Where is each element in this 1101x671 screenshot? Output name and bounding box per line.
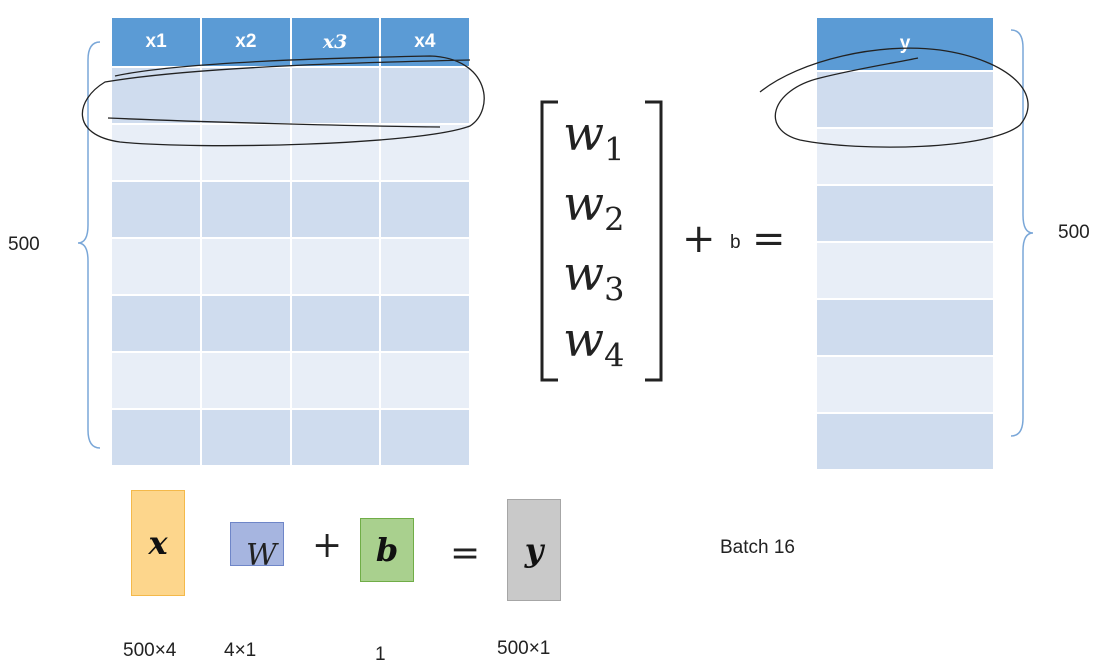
x-matrix-box: x	[131, 490, 185, 596]
table-row	[112, 351, 469, 409]
table-row	[112, 66, 469, 124]
weight-entry: w2	[563, 176, 625, 239]
y-matrix-box: y	[507, 499, 561, 601]
batch-label: Batch 16	[720, 537, 795, 558]
right-brace-icon	[1010, 29, 1034, 437]
x-col-header: x4	[379, 18, 469, 67]
row-highlight-circle	[81, 55, 485, 147]
table-row	[817, 412, 993, 469]
weight-entry: w1	[563, 106, 625, 169]
left-brace-icon	[77, 41, 101, 449]
x-col-header: x1	[112, 18, 203, 67]
table-row	[817, 127, 993, 185]
table-row	[112, 180, 469, 238]
table-row	[112, 123, 469, 181]
table-row	[112, 237, 469, 295]
table-row	[817, 355, 993, 413]
equals-sign: =	[450, 533, 481, 574]
table-row	[112, 408, 469, 465]
b-dim-label: 1	[375, 644, 386, 665]
matrix-left-bracket-icon	[540, 100, 558, 382]
table-row	[817, 70, 993, 128]
weight-entry: w3	[563, 246, 625, 309]
plus-sign: +	[312, 525, 343, 566]
weight-entry: w4	[563, 312, 625, 375]
row-highlight-circle	[759, 47, 1029, 148]
table-row	[817, 241, 993, 299]
x-data-table: x1 x2 x3 x4	[112, 18, 469, 465]
x-col-header: x2	[201, 18, 292, 67]
equals-sign: =	[752, 216, 786, 262]
w-dim-label: 4×1	[224, 640, 257, 661]
y-dim-label: 500×1	[497, 638, 551, 659]
x-rows-label: 500	[8, 234, 40, 255]
b-box: b	[360, 518, 414, 582]
plus-sign: +	[682, 216, 716, 262]
w-symbol: W	[246, 538, 277, 573]
y-data-table: y	[817, 18, 993, 469]
bias-label: b	[730, 232, 741, 253]
x-dim-label: 500×4	[123, 640, 177, 661]
table-row	[817, 298, 993, 356]
table-row	[817, 184, 993, 242]
matrix-right-bracket-icon	[645, 100, 663, 382]
w-matrix-box	[230, 522, 284, 566]
y-col-header: y	[817, 18, 993, 71]
table-row	[112, 294, 469, 352]
y-rows-label: 500	[1058, 222, 1090, 243]
